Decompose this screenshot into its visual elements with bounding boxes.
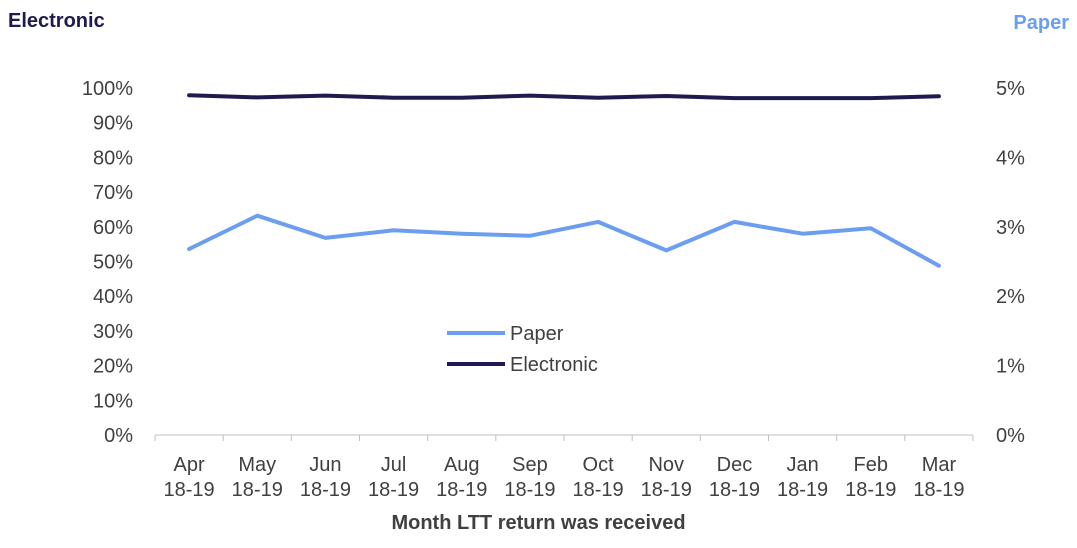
x-tick-label-line: 18-19	[368, 479, 419, 501]
x-tick-label-line: 18-19	[913, 479, 964, 501]
left-tick-label: 80%	[93, 147, 133, 169]
series-line-paper	[187, 213, 941, 268]
x-axis-title: Month LTT return was received	[391, 512, 686, 534]
left-tick-label: 20%	[93, 356, 133, 378]
left-axis-ticks: 0% 10% 20% 30% 40% 50% 60% 70% 80% 90% 100%	[82, 78, 133, 447]
x-tick-label-line: 18-19	[777, 479, 828, 501]
x-tick-label-line: Aug	[444, 454, 480, 476]
right-tick-label: 1%	[996, 356, 1025, 378]
x-tick-label-line: May	[238, 454, 276, 476]
x-tick-label-line: 18-19	[436, 479, 487, 501]
x-tick-label-line: 18-19	[845, 479, 896, 501]
x-tick-label-line: Sep	[512, 454, 548, 476]
x-tick-label: Jun 18-19	[300, 454, 351, 501]
left-tick-label: 50%	[93, 252, 133, 274]
x-tick-label-line: Dec	[717, 454, 753, 476]
series-lines	[187, 93, 941, 268]
legend-label-paper: Paper	[510, 323, 564, 345]
x-tick-label: Apr 18-19	[164, 454, 215, 501]
x-tick-label: Dec 18-19	[709, 454, 760, 501]
left-tick-label: 30%	[93, 321, 133, 343]
x-tick-label: Nov 18-19	[641, 454, 692, 501]
right-axis-title: Paper	[1013, 12, 1069, 34]
x-tick-label: Mar 18-19	[913, 454, 964, 501]
x-tick-label-line: Jul	[381, 454, 407, 476]
x-tick-label: Jul 18-19	[368, 454, 419, 501]
x-tick-label: May 18-19	[232, 454, 283, 501]
x-tick-label: Sep 18-19	[504, 454, 555, 501]
x-tick-label-line: Jun	[309, 454, 341, 476]
x-tick-label: Oct 18-19	[573, 454, 624, 501]
x-tick-label-line: Feb	[854, 454, 888, 476]
left-tick-label: 70%	[93, 182, 133, 204]
x-tick-label-line: Oct	[583, 454, 615, 476]
x-tick-label-line: 18-19	[573, 479, 624, 501]
x-tick-label-line: 18-19	[300, 479, 351, 501]
x-tick-label-line: 18-19	[164, 479, 215, 501]
right-axis-ticks: 0% 1% 2% 3% 4% 5%	[996, 78, 1025, 447]
left-tick-label: 60%	[93, 217, 133, 239]
left-tick-label: 90%	[93, 113, 133, 135]
left-tick-label: 100%	[82, 78, 133, 100]
x-tick-label-line: 18-19	[709, 479, 760, 501]
x-tick-label-line: Mar	[922, 454, 957, 476]
right-tick-label: 2%	[996, 286, 1025, 308]
right-tick-label: 0%	[996, 425, 1025, 447]
x-tick-label-line: 18-19	[641, 479, 692, 501]
series-line-electronic	[187, 93, 941, 101]
left-tick-label: 10%	[93, 390, 133, 412]
x-tick-label: Jan 18-19	[777, 454, 828, 501]
x-tick-label-line: 18-19	[232, 479, 283, 501]
right-tick-label: 4%	[996, 147, 1025, 169]
left-axis-title: Electronic	[8, 10, 105, 32]
x-tick-label-line: Apr	[174, 454, 205, 476]
left-tick-label: 40%	[93, 286, 133, 308]
x-tick-label-line: Jan	[786, 454, 818, 476]
legend: Paper Electronic	[447, 323, 598, 376]
left-tick-label: 0%	[104, 425, 133, 447]
right-tick-label: 5%	[996, 78, 1025, 100]
x-tick-label-line: Nov	[648, 454, 684, 476]
legend-label-electronic: Electronic	[510, 354, 598, 376]
x-tick-label: Aug 18-19	[436, 454, 487, 501]
x-axis: Apr 18-19 May 18-19 Jun 18-19 Jul 18-19 Aug 18-19…	[154, 434, 974, 501]
x-tick-label-line: 18-19	[504, 479, 555, 501]
x-tick-label: Feb 18-19	[845, 454, 896, 501]
right-tick-label: 3%	[996, 217, 1025, 239]
